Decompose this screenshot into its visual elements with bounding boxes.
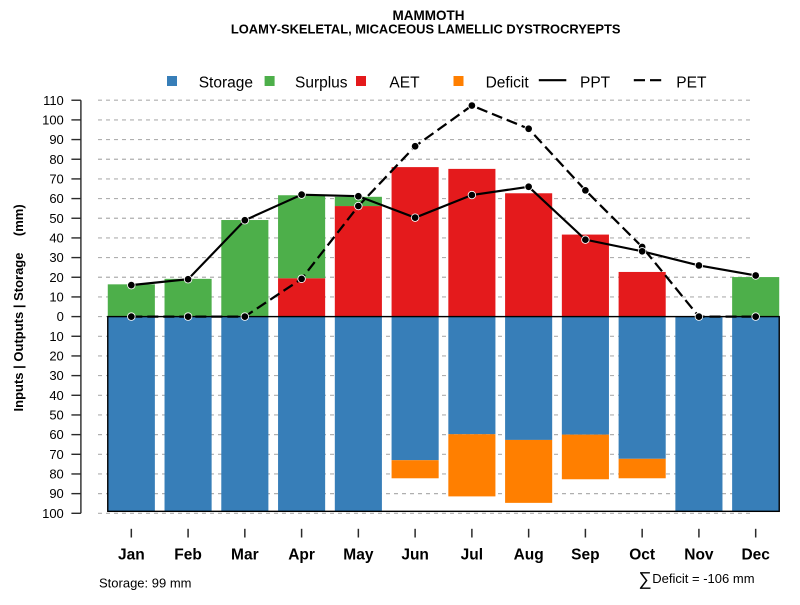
- svg-text:Surplus: Surplus: [295, 74, 348, 91]
- svg-text:Storage: Storage: [199, 74, 253, 91]
- svg-text:40: 40: [49, 231, 63, 246]
- svg-text:Mar: Mar: [231, 546, 259, 563]
- svg-text:Storage: 99 mm: Storage: 99 mm: [99, 576, 192, 591]
- svg-text:Deficit: Deficit: [486, 74, 530, 91]
- svg-text:100: 100: [42, 113, 64, 128]
- svg-text:Jan: Jan: [118, 546, 145, 563]
- svg-text:60: 60: [49, 427, 63, 442]
- svg-text:60: 60: [49, 191, 63, 206]
- svg-text:20: 20: [49, 349, 63, 364]
- svg-text:Aug: Aug: [514, 546, 544, 563]
- svg-text:20: 20: [49, 270, 63, 285]
- svg-text:Jun: Jun: [401, 546, 429, 563]
- svg-text:MAMMOTH: MAMMOTH: [393, 8, 465, 23]
- svg-text:10: 10: [49, 329, 63, 344]
- svg-text:AET: AET: [389, 74, 420, 91]
- svg-text:Feb: Feb: [174, 546, 202, 563]
- svg-text:PPT: PPT: [580, 74, 611, 91]
- svg-text:70: 70: [49, 447, 63, 462]
- svg-text:40: 40: [49, 388, 63, 403]
- svg-text:Jul: Jul: [461, 546, 483, 563]
- svg-text:∑: ∑: [639, 568, 652, 589]
- svg-text:50: 50: [49, 408, 63, 423]
- svg-text:50: 50: [49, 211, 63, 226]
- svg-text:110: 110: [43, 93, 64, 108]
- svg-text:Inputs | Outputs | Storage: Inputs | Outputs | Storage: [11, 253, 26, 412]
- svg-text:10: 10: [49, 290, 63, 305]
- svg-text:Apr: Apr: [288, 546, 315, 563]
- svg-text:May: May: [343, 546, 374, 563]
- svg-text:80: 80: [49, 152, 63, 167]
- svg-text:30: 30: [49, 368, 63, 383]
- svg-text:80: 80: [49, 467, 63, 482]
- svg-text:90: 90: [49, 132, 63, 147]
- svg-text:0: 0: [57, 309, 64, 324]
- svg-text:LOAMY-SKELETAL, MICACEOUS LAME: LOAMY-SKELETAL, MICACEOUS LAMELLIC DYSTR…: [231, 21, 621, 36]
- svg-text:Nov: Nov: [684, 546, 714, 563]
- svg-text:70: 70: [49, 172, 63, 187]
- svg-text:100: 100: [42, 506, 64, 521]
- svg-text:(mm): (mm): [11, 204, 26, 236]
- svg-text:90: 90: [49, 486, 63, 501]
- svg-text:PET: PET: [676, 74, 707, 91]
- svg-text:Sep: Sep: [571, 546, 599, 563]
- svg-text:30: 30: [49, 250, 63, 265]
- svg-text:Dec: Dec: [741, 546, 770, 563]
- svg-text:Oct: Oct: [629, 546, 655, 563]
- svg-text:Deficit = -106 mm: Deficit = -106 mm: [652, 571, 754, 586]
